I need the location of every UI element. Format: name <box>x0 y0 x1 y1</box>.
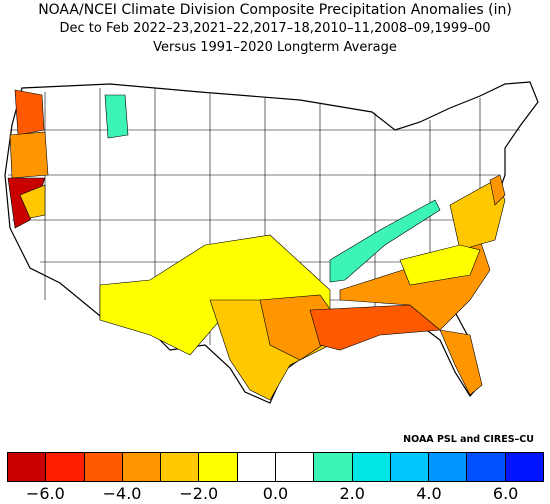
legend-swatch <box>275 453 315 481</box>
legend-swatch <box>429 453 468 481</box>
legend-swatch <box>199 453 238 481</box>
legend-swatch <box>8 453 47 481</box>
legend-tick-label: 2.0 <box>339 484 365 503</box>
region-cal-central <box>19 184 46 219</box>
map-title: NOAA/NCEI Climate Division Composite Pre… <box>38 2 512 18</box>
region-washington-coast <box>14 89 45 136</box>
region-florida <box>439 329 483 396</box>
legend-swatch <box>46 453 85 481</box>
region-montana-west <box>104 94 129 139</box>
legend-swatch <box>314 453 353 481</box>
legend-tick-label: 0.0 <box>262 484 289 503</box>
map-subtitle-seasons: Dec to Feb 2022–23,2021–22,2017–18,2010–… <box>59 21 491 36</box>
us-precipitation-anomaly-map <box>4 81 539 404</box>
legend-swatch <box>161 453 200 481</box>
legend-ticks: −6.0 −4.0 −2.0 0.0 2.0 4.0 6.0 <box>0 484 550 504</box>
region-ohio-valley <box>329 199 441 283</box>
map-subtitle-baseline: Versus 1991–2020 Longterm Average <box>153 40 397 55</box>
legend-swatch <box>122 453 162 481</box>
region-northeast-coast <box>489 174 506 206</box>
legend-swatch <box>237 453 276 481</box>
legend-tick-label: 6.0 <box>492 484 519 503</box>
credit-label: NOAA PSL and CIRES–CU <box>403 434 534 445</box>
legend-swatch <box>84 453 123 481</box>
region-oregon <box>9 131 49 179</box>
anomaly-regions <box>7 89 506 401</box>
legend-tick-label: 4.0 <box>416 484 442 503</box>
legend-swatch <box>390 453 430 481</box>
legend-swatch <box>352 453 391 481</box>
legend-swatch <box>467 453 506 481</box>
region-midatlantic <box>449 179 506 251</box>
region-carolina-yellow <box>399 244 481 286</box>
legend-tick-label: −4.0 <box>102 484 142 503</box>
legend-swatch <box>505 453 543 481</box>
color-legend <box>7 452 544 482</box>
legend-tick-label: −6.0 <box>25 484 65 503</box>
legend-tick-label: −2.0 <box>179 484 219 503</box>
